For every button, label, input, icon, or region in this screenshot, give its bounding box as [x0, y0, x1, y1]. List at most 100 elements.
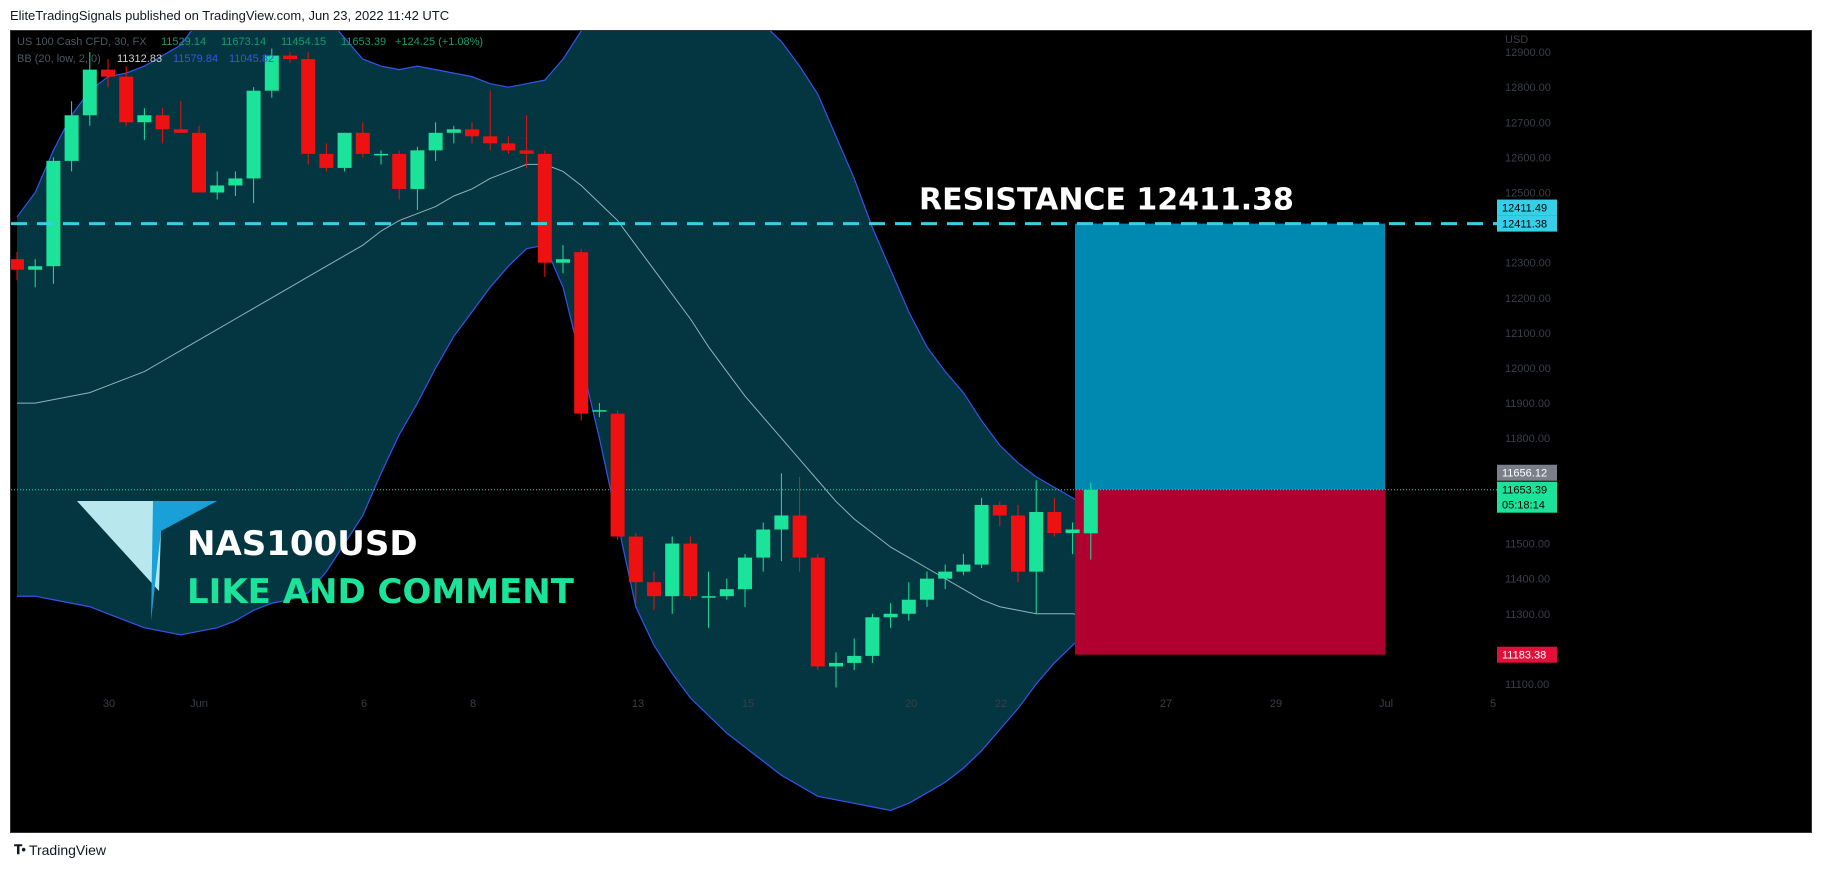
- candle-up: [428, 132, 443, 151]
- legend-bb-value: 11045.82: [229, 53, 274, 65]
- candle-down: [392, 153, 407, 189]
- price-tick: 11400.00: [1505, 574, 1550, 586]
- candle-up: [264, 55, 279, 91]
- footer-brand[interactable]: 𝐓• TradingView: [14, 842, 106, 858]
- legend-ohlc-value: +124.25 (+1.08%): [395, 36, 483, 48]
- price-tick: 11300.00: [1505, 609, 1550, 621]
- legend-symbol: US 100 Cash CFD, 30, FX: [17, 36, 147, 48]
- candle-up: [374, 153, 388, 156]
- candle-up: [719, 589, 734, 597]
- candle-up: [956, 564, 971, 572]
- stop-price-label-bg: [1497, 646, 1557, 663]
- candle-down: [537, 153, 552, 263]
- candle-down: [792, 515, 807, 558]
- candle-down: [992, 504, 1007, 516]
- candle-down: [519, 150, 534, 154]
- resistance-label: RESISTANCE 12411.38: [919, 183, 1294, 218]
- price-tick: 12900.00: [1505, 47, 1551, 59]
- publisher-line: EliteTradingSignals published on Trading…: [10, 8, 450, 23]
- date-tick: 15: [742, 698, 754, 710]
- legend-ohlc-value: 11673.14: [221, 36, 266, 48]
- price-tick: 11900.00: [1505, 398, 1550, 410]
- countdown-label: 05:18:14: [1502, 500, 1545, 512]
- price-tick: 12200.00: [1505, 293, 1551, 305]
- date-tick: 5: [1490, 698, 1496, 710]
- candle-up: [1065, 529, 1080, 534]
- candle-up: [920, 578, 934, 600]
- candle-up: [938, 571, 953, 579]
- candle-down: [683, 543, 698, 597]
- candle-down: [465, 129, 479, 137]
- legend-bb-value: 11312.83: [117, 53, 162, 65]
- price-tick: 12600.00: [1505, 152, 1551, 164]
- bollinger-lower-line: [17, 244, 1092, 811]
- date-tick: 8: [470, 698, 476, 710]
- candle-up: [64, 115, 79, 161]
- candle-up: [901, 599, 916, 614]
- brand-logo-accent-icon: [151, 501, 217, 621]
- candle-up: [446, 129, 461, 133]
- resistance-top-label: 12411.49: [1502, 203, 1547, 215]
- current-price-label-bg: [1497, 481, 1557, 498]
- candle-down: [283, 55, 297, 60]
- candle-down: [11, 259, 24, 270]
- candle-down: [810, 557, 825, 667]
- candle-down: [101, 69, 115, 77]
- candle-down: [574, 252, 589, 414]
- call-to-action-label: LIKE AND COMMENT: [187, 572, 575, 612]
- candle-up: [228, 178, 243, 186]
- candle-down: [173, 129, 188, 133]
- candle-down: [501, 143, 516, 151]
- price-tick: 12300.00: [1505, 258, 1551, 270]
- candle-up: [337, 132, 352, 168]
- candle-down: [355, 132, 370, 154]
- candle-up: [774, 515, 789, 530]
- candle-up: [210, 185, 225, 193]
- candle-down: [483, 136, 498, 144]
- candle-up: [701, 596, 716, 598]
- legend-ohlc-value: 11653.39: [341, 36, 386, 48]
- chart-area[interactable]: RESISTANCE 12411.38 NAS100USD LIKE AND COM…: [10, 30, 1812, 833]
- candle-down: [301, 59, 316, 154]
- current-price-label: 11653.39: [1502, 485, 1547, 497]
- price-tick: 11800.00: [1505, 433, 1550, 445]
- axis-currency: USD: [1505, 34, 1528, 46]
- date-tick: Jul: [1379, 698, 1393, 710]
- candle-up: [556, 259, 570, 263]
- price-tick: 11100.00: [1505, 679, 1549, 691]
- date-tick: 20: [905, 698, 917, 710]
- candlestick-chart[interactable]: RESISTANCE 12411.38 NAS100USD LIKE AND COM…: [11, 31, 1811, 832]
- candle-up: [1029, 511, 1044, 572]
- brand-symbol-label: NAS100USD: [187, 524, 418, 564]
- bollinger-band-fill: [17, 31, 1091, 811]
- price-tick: 11500.00: [1505, 539, 1550, 551]
- stop-loss-zone: [1075, 489, 1385, 655]
- candle-down: [610, 413, 625, 537]
- last-price-label-bg: [1497, 464, 1557, 481]
- candle-up: [883, 613, 898, 618]
- candle-up: [46, 160, 61, 267]
- date-tick: 13: [632, 698, 644, 710]
- candle-down: [119, 76, 134, 123]
- candle-down: [1011, 515, 1025, 572]
- legend-ohlc-value: 11529.14: [161, 36, 206, 48]
- profit-target-zone: [1075, 223, 1385, 490]
- candle-up: [246, 90, 261, 179]
- bollinger-upper-line: [16, 31, 1092, 509]
- date-tick: 30: [103, 698, 115, 710]
- candle-up: [829, 662, 843, 667]
- price-tick: 12800.00: [1505, 82, 1551, 94]
- bollinger-basis-line: [17, 163, 1091, 618]
- price-tick: 12100.00: [1505, 328, 1551, 340]
- legend-bb: BB (20, low, 2, 0): [17, 53, 101, 65]
- candle-up: [410, 150, 425, 189]
- candle-up: [865, 617, 880, 656]
- candle-up: [738, 557, 752, 590]
- tradingview-logo-icon: 𝐓•: [14, 842, 26, 857]
- candle-up: [665, 543, 680, 597]
- date-tick: 29: [1270, 698, 1282, 710]
- candle-down: [628, 536, 643, 583]
- candle-up: [1083, 489, 1098, 534]
- resistance-top-label-bg: [1497, 199, 1557, 216]
- last-price-label: 11656.12: [1502, 468, 1547, 480]
